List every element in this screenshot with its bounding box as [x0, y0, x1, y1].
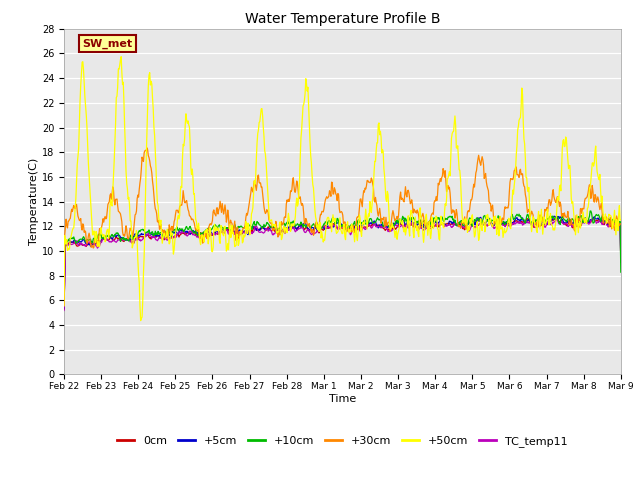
Y-axis label: Temperature(C): Temperature(C) — [29, 158, 39, 245]
X-axis label: Time: Time — [329, 394, 356, 404]
Text: SW_met: SW_met — [83, 39, 132, 49]
Legend: 0cm, +5cm, +10cm, +30cm, +50cm, TC_temp11: 0cm, +5cm, +10cm, +30cm, +50cm, TC_temp1… — [113, 432, 572, 452]
Title: Water Temperature Profile B: Water Temperature Profile B — [244, 12, 440, 26]
